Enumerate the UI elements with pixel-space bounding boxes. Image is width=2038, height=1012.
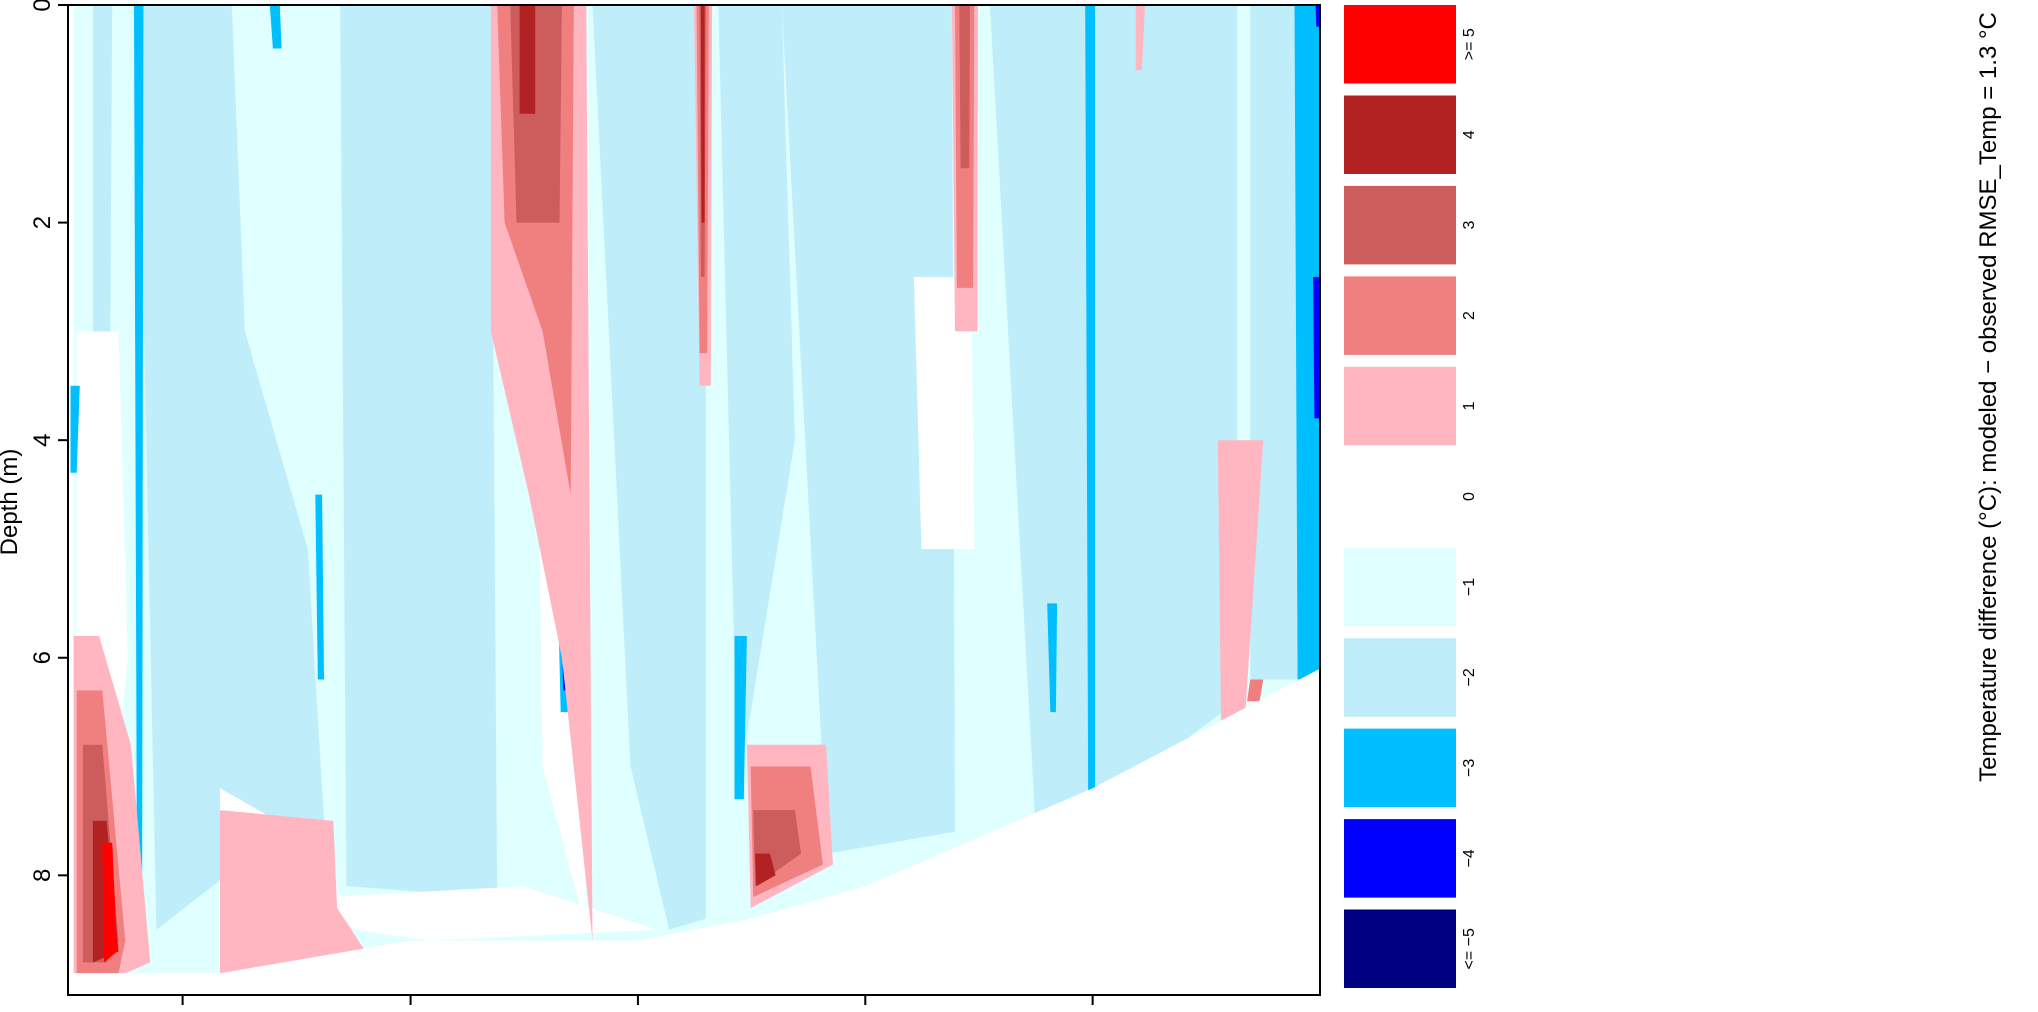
- below-bottom-area: [68, 668, 1320, 995]
- contour-region: [1085, 5, 1096, 832]
- contour-region: [519, 5, 536, 114]
- legend-title: Temperature difference (°C): modeled − o…: [1975, 12, 2002, 782]
- legend-label: −1: [1461, 578, 1478, 596]
- plot-area: [68, 5, 1321, 995]
- legend-label: −2: [1461, 668, 1478, 686]
- contour-region: [1247, 679, 1264, 702]
- legend-swatch: [1344, 728, 1456, 808]
- x-tick-label: Jan 2014: [589, 1008, 688, 1012]
- y-tick-label: 2: [29, 216, 56, 229]
- y-tick-label: 0: [29, 0, 56, 12]
- legend-label: −3: [1461, 759, 1478, 777]
- contour-region: [315, 494, 324, 680]
- lake-bottom-mask: [68, 668, 1320, 995]
- y-tick-label: 4: [29, 433, 56, 446]
- contour-region: [510, 5, 562, 223]
- legend-label: −4: [1461, 849, 1478, 867]
- contour-region: [592, 5, 706, 930]
- x-tick-label: Jan 2012: [133, 1008, 232, 1012]
- legend-swatch: [1344, 185, 1456, 265]
- legend-label: 4: [1461, 130, 1478, 139]
- contour-region: [959, 5, 970, 169]
- legend-swatch: [1344, 638, 1456, 717]
- contour-region: [1294, 5, 1320, 680]
- y-tick-label: 8: [29, 869, 56, 882]
- legend-swatch: [1344, 366, 1456, 446]
- legend-swatch: [1344, 5, 1456, 84]
- legend-label: 2: [1461, 311, 1478, 320]
- contour-region: [327, 886, 658, 941]
- contour-region: [269, 5, 282, 49]
- legend-label: 3: [1461, 221, 1478, 230]
- contour-region: [755, 853, 776, 887]
- legend-label: >= 5: [1461, 28, 1478, 60]
- contour-region: [913, 277, 975, 549]
- contour-region: [102, 842, 118, 963]
- contour-region: [220, 810, 562, 974]
- contour-region: [134, 5, 144, 930]
- contour-region: [340, 5, 498, 898]
- legend-swatch: [1344, 95, 1456, 174]
- contour-region: [1047, 603, 1058, 713]
- legend-swatch: [1344, 819, 1456, 898]
- contour-region: [1313, 277, 1320, 419]
- contour-region: [700, 5, 705, 223]
- contour-region: [718, 5, 795, 789]
- legend-swatch: [1344, 457, 1456, 536]
- legend: >= 5 4 3 2 1 0 −1 −2 −3 −4 <= −5: [1344, 5, 1478, 988]
- legend-label: 1: [1461, 401, 1478, 410]
- y-tick-label: 6: [29, 651, 56, 664]
- x-tick-label: Jan 2016: [1043, 1008, 1142, 1012]
- legend-swatch: [1344, 547, 1456, 627]
- legend-label: <= −5: [1461, 928, 1478, 969]
- contour-region: [734, 636, 747, 800]
- legend-swatch: [1344, 909, 1456, 988]
- x-tick-label: Jan 2013: [361, 1008, 460, 1012]
- axes: Jan 2012 Jan 2013 Jan 2014 Jan 2015 Jan 2016…: [29, 0, 1321, 1012]
- legend-swatch: [1344, 276, 1456, 355]
- contour-region: [137, 5, 324, 930]
- contour-region: [781, 5, 955, 854]
- contour-region: [1217, 440, 1264, 723]
- x-tick-label: Jan 2015: [816, 1008, 915, 1012]
- y-axis-label: Depth (m): [0, 449, 23, 556]
- contour-region: [70, 385, 80, 473]
- plot-frame: [67, 4, 1321, 996]
- contour-region: [1135, 5, 1145, 71]
- contour-region: [1315, 5, 1320, 27]
- legend-label: 0: [1461, 492, 1478, 501]
